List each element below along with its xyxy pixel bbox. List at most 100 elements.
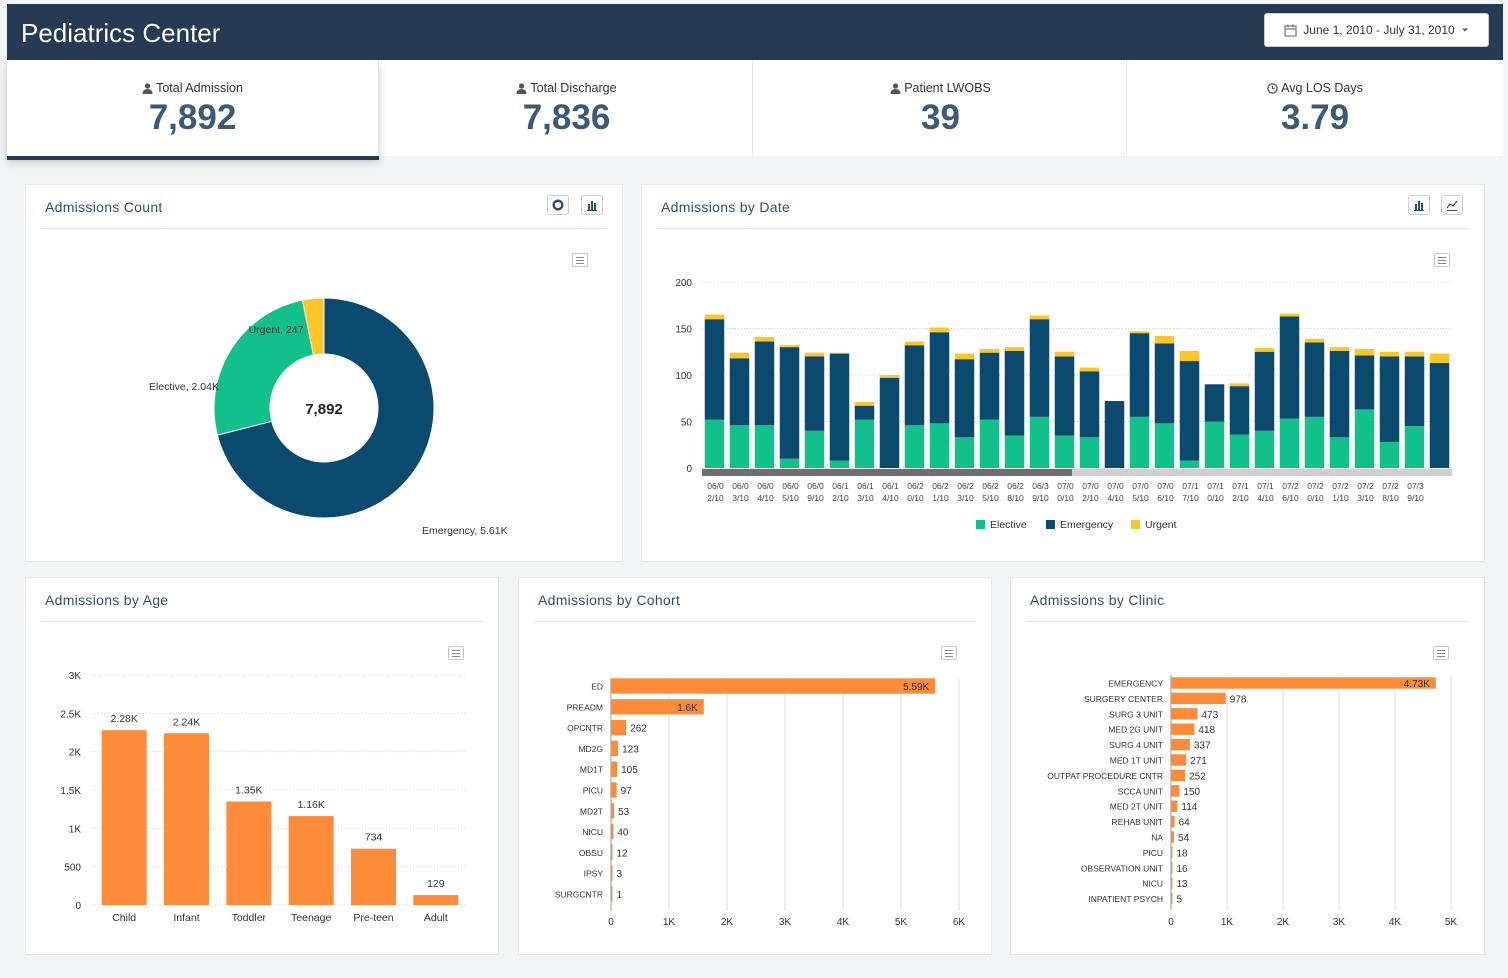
- bar: [611, 886, 613, 902]
- x-tick-label: 2K: [1277, 917, 1290, 928]
- bar-urgent: [854, 401, 875, 406]
- data-label: 16: [1177, 864, 1189, 875]
- bar-elective: [1304, 416, 1325, 468]
- bar: [1171, 862, 1173, 874]
- bar: [226, 801, 272, 905]
- chart-menu-button[interactable]: [572, 253, 588, 267]
- bar-view-button[interactable]: [581, 195, 603, 215]
- bar-emergency: [1379, 356, 1400, 442]
- bar-chart-icon: [1414, 201, 1424, 211]
- bar: [1171, 800, 1178, 812]
- data-label: 3: [617, 869, 623, 880]
- bar: [611, 803, 615, 819]
- data-label: 418: [1198, 725, 1215, 736]
- y-tick-label: OBSERVATION UNIT: [1081, 863, 1163, 873]
- y-tick-label: 0: [75, 901, 81, 912]
- x-tick-label: 07/1: [1207, 481, 1224, 491]
- bar-urgent: [1079, 367, 1100, 372]
- pie-view-button[interactable]: [547, 195, 569, 215]
- bar-emergency: [929, 332, 950, 424]
- bar-view-button[interactable]: [1408, 195, 1430, 215]
- admissions-count-panel: Admissions Count Emergency, 5.61K Electiv…: [25, 184, 623, 562]
- bar-elective: [1404, 426, 1425, 468]
- bar-urgent: [704, 314, 725, 320]
- x-tick-label: 06/1: [882, 481, 899, 491]
- bar: [351, 848, 396, 905]
- bar-emergency: [779, 347, 800, 459]
- data-label: 129: [427, 878, 445, 890]
- user-icon: [142, 82, 153, 94]
- bar: [611, 782, 617, 798]
- x-tick-label: 9/10: [1032, 493, 1049, 503]
- y-tick-label: PICU: [1143, 848, 1163, 858]
- y-tick-label: 200: [675, 278, 692, 289]
- admissions-by-cohort-panel: Admissions by Cohort 0 1K 2K 3K 4K 5K 6K ED 5.59…: [518, 577, 992, 955]
- chart-menu-button[interactable]: [1434, 253, 1450, 267]
- data-label: 64: [1179, 818, 1191, 829]
- kpi-label: Avg LOS Days: [1281, 81, 1363, 95]
- app-title: Pediatrics Center: [21, 18, 221, 48]
- line-view-button[interactable]: [1441, 195, 1463, 215]
- bar-emergency: [1304, 342, 1325, 417]
- data-label: 54: [1178, 833, 1190, 844]
- y-tick-label: 2K: [69, 748, 82, 759]
- y-tick-label: MD2T: [580, 806, 603, 816]
- bar-emergency: [1404, 356, 1425, 427]
- x-tick-label: 07/2: [1332, 481, 1349, 491]
- x-tick-label: 4K: [837, 917, 850, 928]
- kpi-avg-los-days[interactable]: Avg LOS Days 3.79: [1129, 60, 1501, 156]
- bar-urgent: [1354, 348, 1375, 356]
- x-tick-label: 0/10: [1057, 493, 1074, 503]
- bar-elective: [929, 423, 950, 468]
- bar-elective: [954, 437, 975, 468]
- chart-menu-button[interactable]: [448, 646, 464, 660]
- y-tick-label: INPATIENT PSYCH: [1088, 894, 1163, 904]
- date-range-picker[interactable]: June 1, 2010 - July 31, 2010: [1264, 13, 1489, 47]
- bar: [1171, 785, 1180, 797]
- x-tick-label: 06/0: [782, 481, 799, 491]
- x-tick-label: 3/10: [1357, 493, 1374, 503]
- x-tick-label: 3K: [779, 917, 792, 928]
- chart-menu-button[interactable]: [1433, 646, 1449, 660]
- bar: [1171, 708, 1198, 720]
- data-label: 252: [1189, 771, 1206, 782]
- bar-elective: [1079, 437, 1100, 468]
- bar-urgent: [1029, 315, 1050, 320]
- bar-elective: [1154, 423, 1175, 468]
- x-tick-label: 06/2: [907, 481, 924, 491]
- kpi-total-discharge[interactable]: Total Discharge 7,836: [381, 60, 753, 156]
- kpi-total-admission[interactable]: Total Admission 7,892: [7, 60, 379, 156]
- bar: [1171, 677, 1436, 689]
- data-label: 271: [1190, 756, 1207, 767]
- y-tick-label: NA: [1151, 833, 1163, 843]
- bar-urgent: [804, 352, 825, 357]
- x-tick-label: 06/0: [757, 481, 774, 491]
- x-tick-label: 07/3: [1407, 481, 1424, 491]
- x-tick-label: 8/10: [1382, 493, 1399, 503]
- chart-menu-button[interactable]: [941, 646, 957, 660]
- data-label: 12: [617, 848, 629, 859]
- bar-elective: [1354, 409, 1375, 468]
- admissions-by-age-panel: Admissions by Age 0 500 1K 1.5K 2K 2.5K 3K 2.28…: [25, 577, 499, 955]
- y-tick-label: MD2G: [578, 744, 603, 754]
- y-tick-label: SCCA UNIT: [1118, 786, 1163, 796]
- data-label: 18: [1177, 848, 1189, 859]
- x-tick-label: Adult: [424, 912, 448, 924]
- x-tick-label: 3K: [1333, 917, 1346, 928]
- bar-elective: [979, 419, 1000, 468]
- admissions-by-date-panel: Admissions by Date 0 50 100 150 200 06/0 2/10 0…: [641, 184, 1485, 562]
- legend-label: Urgent: [1145, 519, 1177, 531]
- data-label: 114: [1181, 802, 1197, 813]
- x-tick-label: Pre-teen: [353, 912, 393, 924]
- bar-emergency: [1429, 362, 1450, 468]
- y-tick-label: 500: [64, 863, 81, 874]
- bar: [1171, 892, 1173, 905]
- panel-divider: [41, 228, 607, 229]
- data-label: 97: [621, 786, 633, 797]
- kpi-patient-lwobs[interactable]: Patient LWOBS 39: [755, 60, 1127, 156]
- y-tick-label: OUTPAT PROCEDURE CNTR: [1047, 771, 1163, 781]
- bar: [1171, 754, 1187, 766]
- bar: [1171, 738, 1190, 751]
- data-label: 150: [1183, 787, 1200, 798]
- bar-elective: [1179, 460, 1200, 468]
